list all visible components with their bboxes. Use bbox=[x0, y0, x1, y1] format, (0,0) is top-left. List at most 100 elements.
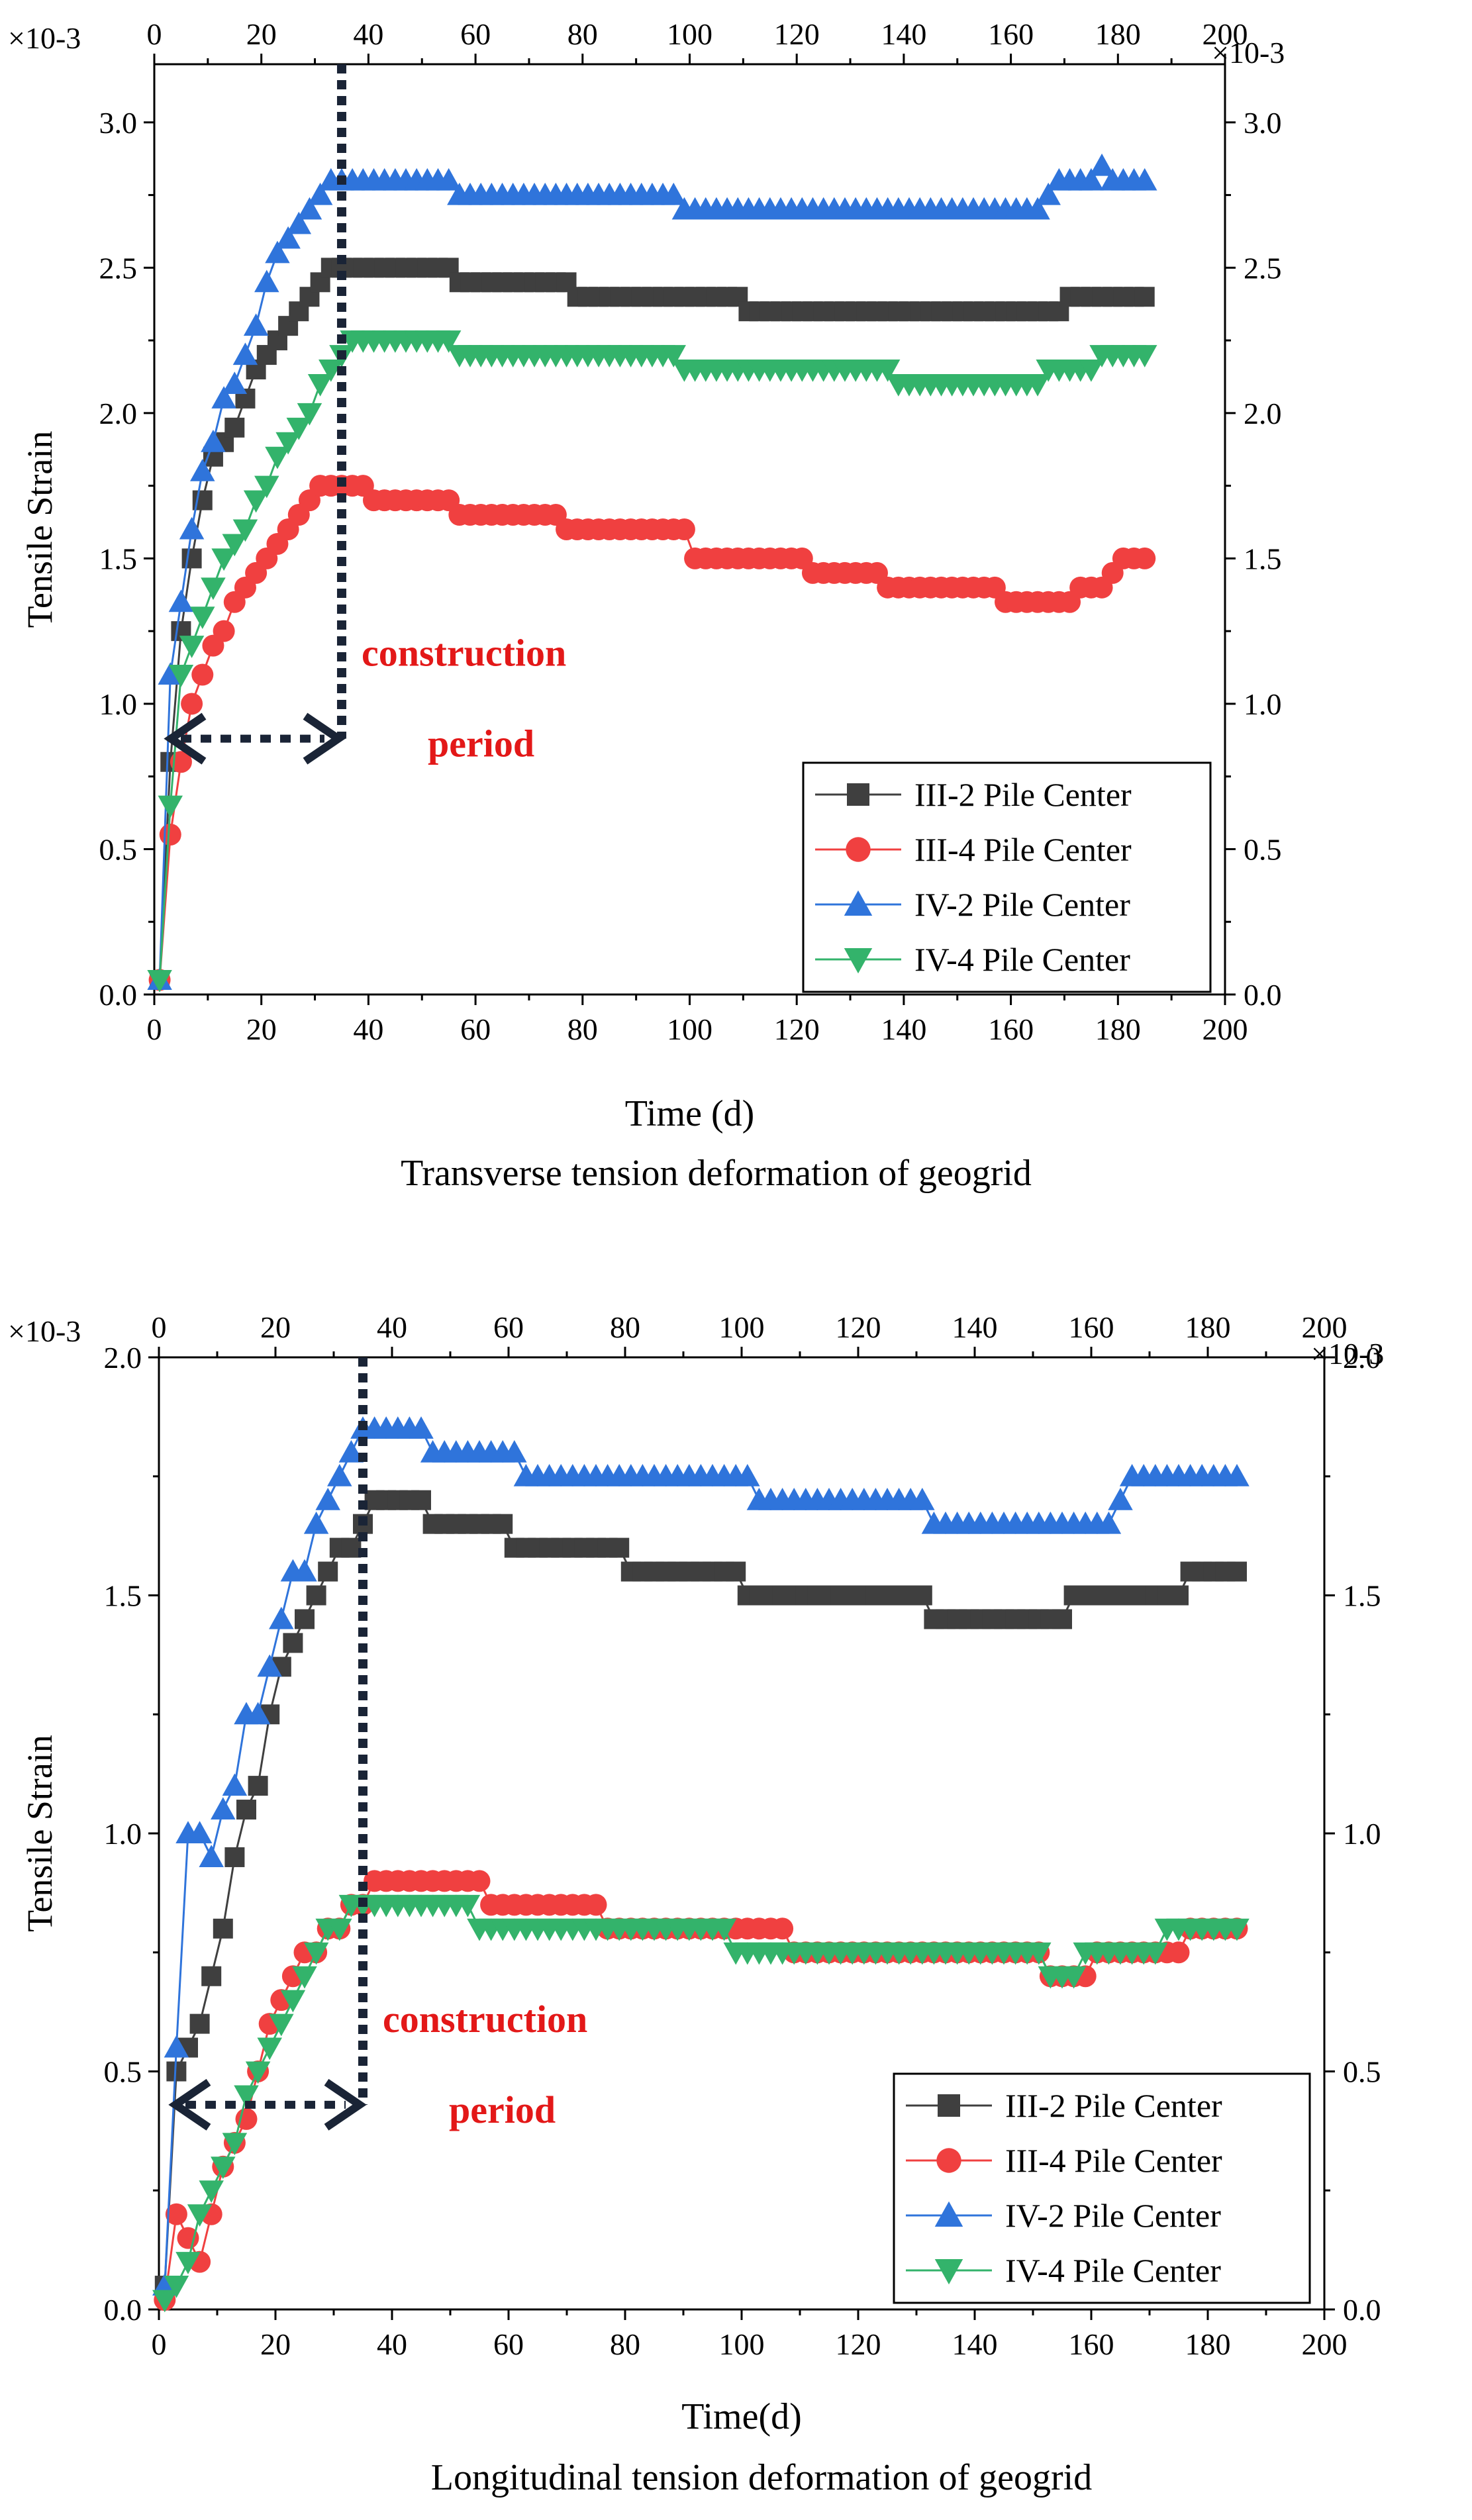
data-point bbox=[1224, 1464, 1250, 1486]
data-point bbox=[152, 2290, 177, 2313]
data-point bbox=[468, 1870, 491, 1892]
legend-label: IV-4 Pile Center bbox=[1005, 2252, 1221, 2289]
x-tick-label-top: 120 bbox=[836, 1310, 881, 1344]
y-tick-label-left: 0.0 bbox=[99, 978, 138, 1012]
data-point bbox=[1134, 287, 1155, 307]
data-point bbox=[585, 1894, 607, 1916]
data-point bbox=[199, 1845, 224, 1867]
legend: III-2 Pile Center III-4 Pile Center IV-2 P… bbox=[802, 761, 1212, 993]
data-point bbox=[502, 1440, 527, 1463]
data-point bbox=[1052, 1609, 1072, 1629]
data-point bbox=[315, 1487, 340, 1510]
legend-item-III-4: III-4 Pile Center bbox=[815, 831, 1132, 868]
data-point bbox=[201, 430, 226, 452]
data-point bbox=[199, 2180, 224, 2203]
data-point bbox=[179, 636, 205, 658]
data-point bbox=[222, 1773, 248, 1796]
x-tick-label-bottom: 180 bbox=[1095, 1012, 1141, 1046]
series-III-4 bbox=[148, 475, 1156, 991]
x-tick-label-bottom: 120 bbox=[836, 2327, 881, 2361]
data-point bbox=[211, 386, 236, 409]
y-tick-label-left: 1.5 bbox=[104, 1579, 142, 1613]
data-point bbox=[181, 548, 202, 569]
data-point bbox=[661, 345, 686, 367]
legend-swatch-marker bbox=[934, 2259, 963, 2285]
data-point bbox=[245, 2061, 271, 2084]
data-point bbox=[910, 1487, 935, 1510]
multiplier-label-left: ×10-3 bbox=[8, 1314, 81, 1348]
multiplier-label-left: ×10-3 bbox=[8, 21, 81, 55]
x-tick-label-top: 80 bbox=[567, 17, 598, 51]
data-point bbox=[1079, 168, 1104, 191]
x-tick-label-bottom: 160 bbox=[1069, 2327, 1114, 2361]
data-point bbox=[168, 589, 194, 612]
series-IV-2 bbox=[152, 1416, 1250, 2296]
data-point bbox=[409, 1416, 434, 1439]
data-point bbox=[307, 373, 333, 397]
data-point bbox=[319, 360, 344, 382]
data-point bbox=[1061, 1966, 1087, 1989]
data-point bbox=[201, 1966, 222, 1986]
data-point bbox=[147, 970, 172, 993]
x-tick-label-bottom: 80 bbox=[567, 1012, 598, 1046]
legend-label: III-2 Pile Center bbox=[914, 776, 1132, 813]
legend-label: IV-2 Pile Center bbox=[914, 886, 1130, 923]
multiplier-label-right: ×10-3 bbox=[1212, 36, 1285, 70]
series-III-2 bbox=[154, 1490, 1247, 2296]
legend-item-IV-4: IV-4 Pile Center bbox=[906, 2252, 1221, 2289]
x-tick-label-top: 160 bbox=[988, 17, 1034, 51]
data-point bbox=[1169, 1585, 1189, 1606]
data-point bbox=[275, 226, 301, 249]
y-tick-label-right: 1.0 bbox=[1244, 687, 1282, 721]
chart-title: Longitudinal tension deformation of geog… bbox=[431, 2457, 1092, 2498]
y-tick-label-right: 1.5 bbox=[1343, 1579, 1381, 1613]
data-point bbox=[455, 1894, 481, 1917]
x-tick-label-top: 80 bbox=[610, 1310, 640, 1344]
data-point bbox=[875, 360, 901, 382]
data-point bbox=[265, 240, 290, 264]
data-point bbox=[1143, 1942, 1168, 1965]
data-point bbox=[191, 663, 214, 686]
data-point bbox=[341, 1537, 362, 1558]
data-point bbox=[493, 1514, 513, 1534]
series-IV-2 bbox=[147, 153, 1157, 991]
data-point bbox=[211, 548, 236, 571]
data-point bbox=[222, 371, 248, 394]
legend: III-2 Pile Center III-4 Pile Center IV-2 P… bbox=[893, 2072, 1311, 2304]
annotation-construction: construction bbox=[383, 1998, 587, 2041]
data-point bbox=[726, 1561, 746, 1582]
x-tick-label-bottom: 20 bbox=[260, 2327, 291, 2361]
legend-swatch-marker bbox=[934, 2201, 963, 2227]
data-point bbox=[303, 1511, 329, 1534]
y-tick-label-right: 1.0 bbox=[1343, 1817, 1381, 1851]
data-point bbox=[165, 2203, 187, 2225]
y-tick-label-right: 0.5 bbox=[1343, 2055, 1381, 2089]
x-axis-label: Time(d) bbox=[681, 2396, 802, 2437]
data-point bbox=[257, 1654, 282, 1677]
data-point bbox=[181, 693, 203, 715]
data-point bbox=[243, 313, 269, 336]
x-tick-label-top: 180 bbox=[1185, 1310, 1231, 1344]
legend-swatch-marker bbox=[844, 890, 873, 916]
data-point bbox=[318, 1561, 338, 1582]
legend-label: III-4 Pile Center bbox=[1005, 2142, 1222, 2179]
y-tick-label-left: 1.0 bbox=[104, 1817, 142, 1851]
x-tick-label-top: 200 bbox=[1302, 1310, 1348, 1344]
data-point bbox=[327, 1464, 352, 1486]
data-point bbox=[1096, 1511, 1122, 1534]
y-tick-label-right: 0.0 bbox=[1244, 978, 1282, 1012]
legend-box bbox=[802, 761, 1212, 993]
x-tick-label-bottom: 0 bbox=[147, 1012, 162, 1046]
data-point bbox=[232, 519, 258, 542]
x-tick-label-bottom: 100 bbox=[667, 1012, 712, 1046]
chart-title: Transverse tension deformation of geogri… bbox=[401, 1153, 1032, 1194]
x-tick-label-top: 40 bbox=[377, 1310, 407, 1344]
y-tick-label-left: 1.5 bbox=[99, 542, 138, 575]
data-point bbox=[175, 2252, 201, 2274]
data-point bbox=[286, 211, 312, 234]
x-tick-label-top: 60 bbox=[493, 1310, 524, 1344]
data-point bbox=[1132, 345, 1157, 367]
x-tick-label-bottom: 120 bbox=[774, 1012, 820, 1046]
data-point bbox=[158, 662, 183, 685]
